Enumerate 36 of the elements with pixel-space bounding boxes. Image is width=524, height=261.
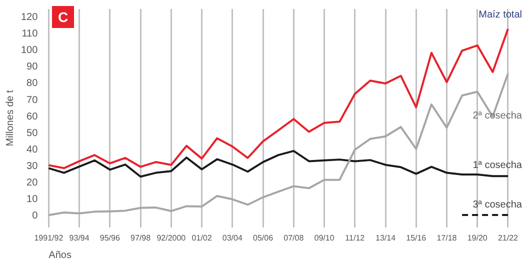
x-tick-label: 13/14 (375, 233, 396, 242)
y-tick-label: 10 (26, 194, 38, 206)
x-tick-label: 97/98 (130, 233, 152, 242)
x-tick-label: 03/04 (222, 233, 243, 242)
y-tick-label: 60 (26, 111, 38, 122)
x-tick-label: 15/16 (406, 233, 427, 242)
series-label: 1ª cosecha (472, 160, 522, 171)
x-tick-label: 07/08 (284, 233, 304, 242)
y-tick-label: 20 (26, 177, 38, 188)
y-tick-label: 30 (26, 160, 38, 172)
series-label: 3ª cosecha (472, 200, 522, 211)
x-tick-label: 17/18 (436, 233, 458, 242)
y-tick-label: 50 (26, 128, 38, 139)
x-tick-label: 01/02 (192, 233, 212, 242)
x-tick-label: 09/10 (314, 233, 335, 242)
x-tick-label: 92/2000 (156, 233, 186, 242)
x-tick-label: 11/12 (345, 233, 366, 242)
x-tick-label: 21/22 (498, 233, 519, 242)
y-tick-label: 40 (26, 144, 38, 156)
series-label: 2ª cosecha (472, 110, 522, 122)
x-axis-title: Años (48, 250, 72, 261)
y-tick-label: 110 (22, 28, 38, 40)
x-tick-label: 93/94 (69, 233, 90, 242)
y-tick-label: 120 (20, 12, 38, 24)
panel-badge: C (52, 6, 74, 28)
y-tick-label: 70 (26, 94, 38, 106)
y-tick-label: 80 (26, 78, 38, 90)
y-tick-label: 90 (26, 62, 38, 73)
x-tick-label: 05/06 (253, 233, 274, 242)
y-tick-label: 0 (32, 210, 38, 222)
x-tick-label: 1991/92 (34, 233, 64, 242)
series-label: Maíz total (478, 10, 522, 21)
y-tick-label: 100 (20, 45, 38, 56)
y-axis-title: Millones de t (4, 90, 16, 146)
x-tick-label: 95/96 (100, 233, 120, 242)
x-tick-label: 19/20 (467, 233, 488, 242)
